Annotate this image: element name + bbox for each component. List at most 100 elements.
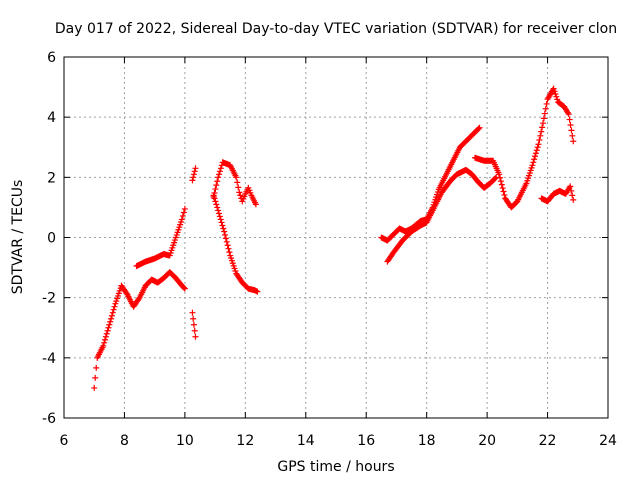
data-point-marker: [211, 195, 218, 202]
data-point-marker: [102, 336, 109, 343]
data-point-marker: [222, 235, 229, 242]
data-point-marker: [221, 228, 228, 235]
data-point-marker: [499, 185, 506, 192]
data-point-marker: [214, 204, 221, 211]
series-trace-3: [189, 309, 199, 340]
data-point-marker: [104, 327, 111, 334]
data-point-marker: [569, 132, 576, 139]
data-point-marker: [190, 171, 197, 178]
series-trace-1: [91, 269, 188, 391]
y-tick-label: 2: [47, 170, 56, 186]
data-point-marker: [226, 249, 233, 256]
data-point-marker: [190, 321, 197, 328]
x-tick-label: 24: [599, 433, 617, 449]
data-point-marker: [108, 315, 115, 322]
data-point-marker: [498, 181, 505, 188]
data-point-marker: [111, 303, 118, 310]
data-point-marker: [570, 196, 577, 203]
data-point-marker: [535, 141, 542, 148]
data-point-marker: [191, 327, 198, 334]
data-point-marker: [214, 178, 221, 185]
series-trace-8: [384, 166, 500, 265]
data-point-marker: [93, 364, 100, 371]
data-point-marker: [220, 225, 227, 232]
data-point-marker: [553, 93, 560, 100]
data-point-marker: [106, 321, 113, 328]
data-point-marker: [552, 91, 559, 98]
data-point-marker: [568, 127, 575, 134]
data-point-marker: [224, 242, 231, 249]
data-point-marker: [222, 231, 229, 238]
data-point-marker: [235, 184, 242, 191]
axis-ticks: [63, 56, 609, 419]
data-point-marker: [218, 219, 225, 226]
data-point-marker: [540, 115, 547, 122]
x-tick-label: 14: [297, 433, 315, 449]
y-tick-label: 0: [47, 231, 56, 247]
data-point-marker: [534, 144, 541, 151]
y-tick-label: -4: [42, 351, 56, 367]
data-point-marker: [191, 168, 198, 175]
data-point-marker: [215, 174, 222, 181]
data-point-marker: [181, 205, 188, 212]
data-point-marker: [189, 177, 196, 184]
data-point-marker: [108, 312, 115, 319]
data-point-marker: [189, 309, 196, 316]
data-point-marker: [192, 333, 199, 340]
data-point-marker: [567, 121, 574, 128]
data-point-marker: [530, 159, 537, 166]
data-point-marker: [212, 186, 219, 193]
data-point-marker: [542, 105, 549, 112]
data-point-marker: [216, 213, 223, 220]
data-point-marker: [500, 188, 507, 195]
data-point-marker: [213, 201, 220, 208]
data-point-marker: [551, 88, 558, 95]
data-point-marker: [225, 245, 232, 252]
data-point-marker: [570, 138, 577, 145]
data-point-marker: [215, 210, 222, 217]
x-tick-label: 16: [357, 433, 375, 449]
data-point-marker: [234, 179, 241, 186]
x-tick-label: 8: [120, 433, 129, 449]
grid-lines: [64, 57, 608, 418]
data-point-marker: [497, 178, 504, 185]
data-point-marker: [190, 174, 197, 181]
data-point-marker: [252, 201, 259, 208]
series-trace-6: [210, 192, 261, 295]
data-point-marker: [554, 96, 561, 103]
data-point-marker: [212, 198, 219, 205]
y-tick-label: 6: [47, 50, 56, 66]
data-point-marker: [192, 165, 199, 172]
data-point-marker: [101, 339, 108, 346]
data-point-marker: [123, 290, 130, 297]
data-point-marker: [532, 153, 539, 160]
x-tick-label: 18: [418, 433, 436, 449]
data-point-marker: [190, 315, 197, 322]
data-point-marker: [181, 285, 188, 292]
series-trace-10: [538, 183, 577, 205]
data-point-marker: [216, 171, 223, 178]
x-tick-label: 12: [236, 433, 254, 449]
data-point-marker: [476, 124, 483, 131]
series-trace-9: [472, 85, 577, 211]
y-tick-label: -2: [42, 291, 56, 307]
x-tick-label: 22: [539, 433, 557, 449]
data-point-marker: [223, 238, 230, 245]
data-point-marker: [533, 147, 540, 154]
data-point-marker: [565, 111, 572, 118]
data-point-marker: [538, 128, 545, 135]
x-tick-label: 20: [478, 433, 496, 449]
series-trace-4: [189, 165, 199, 184]
y-tick-label: 4: [47, 110, 56, 126]
data-point-marker: [180, 284, 187, 291]
data-point-marker: [536, 137, 543, 144]
series-trace-5: [210, 159, 259, 208]
y-tick-labels: -6 -4 -2 0 2 4 6: [42, 50, 56, 427]
data-point-marker: [236, 189, 243, 196]
data-point-marker: [215, 207, 222, 214]
data-markers: [91, 85, 577, 391]
data-point-marker: [100, 342, 107, 349]
data-point-marker: [543, 100, 550, 107]
data-point-marker: [550, 85, 557, 92]
data-point-marker: [135, 295, 142, 302]
